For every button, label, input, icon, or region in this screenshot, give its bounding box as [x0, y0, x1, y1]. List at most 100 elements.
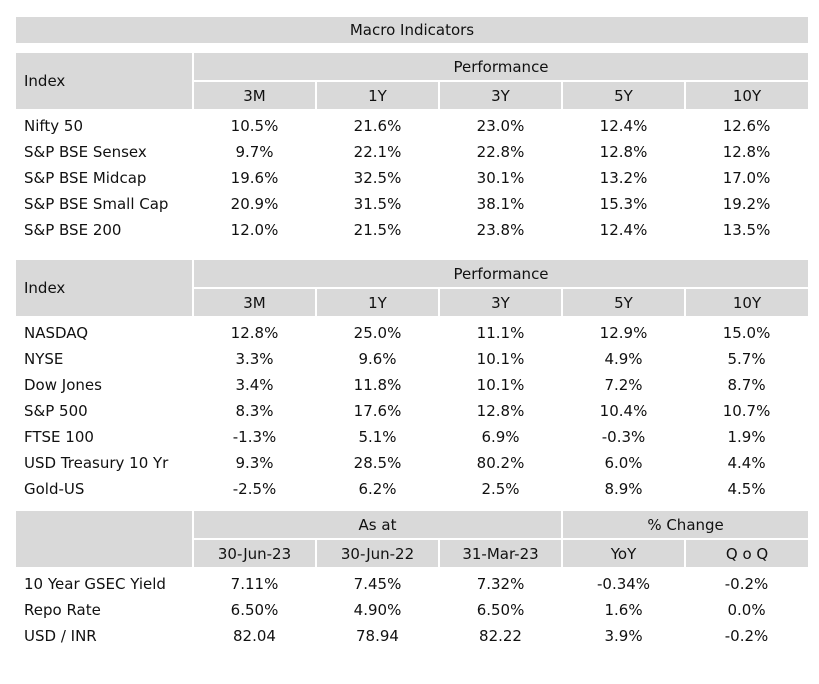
value-cell: 78.94	[356, 627, 399, 645]
table-row: S&P BSE Midcap 19.6% 32.5% 30.1% 13.2% 1…	[16, 165, 808, 191]
index-name: S&P BSE 200	[24, 221, 122, 239]
value-cell: 20.9%	[230, 195, 279, 213]
index-name: FTSE 100	[24, 428, 94, 446]
value-cell: -0.34%	[596, 575, 651, 593]
value-cell: 21.6%	[353, 117, 402, 135]
value-cell: 12.4%	[599, 221, 648, 239]
value-cell: 80.2%	[476, 454, 525, 472]
value-cell: 13.5%	[722, 221, 771, 239]
value-cell: 22.8%	[476, 143, 525, 161]
table-row: Repo Rate 6.50% 4.90% 6.50% 1.6% 0.0%	[16, 597, 808, 623]
value-cell: 12.8%	[476, 402, 525, 420]
value-cell: 1.9%	[727, 428, 766, 446]
value-cell: 12.6%	[722, 117, 771, 135]
column-header: 1Y	[315, 288, 439, 316]
table-row: NYSE 3.3% 9.6% 10.1% 4.9% 5.7%	[16, 346, 808, 372]
value-cell: 5.7%	[727, 350, 766, 368]
column-header: 10Y	[683, 288, 809, 316]
value-cell: 10.1%	[476, 376, 525, 394]
value-cell: 25.0%	[353, 324, 402, 342]
value-cell: 3.3%	[235, 350, 274, 368]
value-cell: 10.7%	[722, 402, 771, 420]
column-header: Q o Q	[684, 539, 809, 567]
asat-header: As at	[191, 511, 563, 540]
value-cell: 2.5%	[481, 480, 520, 498]
column-header: 30-Jun-23	[192, 539, 316, 567]
value-cell: 15.3%	[599, 195, 648, 213]
index-name: S&P BSE Sensex	[24, 143, 147, 161]
value-cell: 1.6%	[604, 601, 643, 619]
value-cell: 11.1%	[476, 324, 525, 342]
value-cell: 17.0%	[722, 169, 771, 187]
column-header: 1Y	[315, 81, 439, 109]
value-cell: 82.04	[233, 627, 276, 645]
table-row: USD Treasury 10 Yr 9.3% 28.5% 80.2% 6.0%…	[16, 450, 808, 476]
value-cell: 8.7%	[727, 376, 766, 394]
index-name: S&P BSE Small Cap	[24, 195, 169, 213]
value-cell: 11.8%	[353, 376, 402, 394]
value-cell: 19.6%	[230, 169, 279, 187]
global-header-sub: 3M 1Y 3Y 5Y 10Y	[16, 288, 809, 316]
global-header-top: Index Performance	[16, 260, 809, 316]
value-cell: 10.5%	[230, 117, 279, 135]
rates-header-top: As at % Change	[16, 511, 809, 567]
rates-header-sub: 30-Jun-23 30-Jun-22 31-Mar-23 YoY Q o Q	[16, 539, 809, 567]
indicator-name: Repo Rate	[24, 601, 101, 619]
value-cell: 9.6%	[358, 350, 397, 368]
value-cell: 32.5%	[353, 169, 402, 187]
value-cell: 13.2%	[599, 169, 648, 187]
rates-table: As at % Change 30-Jun-23 30-Jun-22 31-Ma…	[16, 511, 809, 649]
table-row: Dow Jones 3.4% 11.8% 10.1% 7.2% 8.7%	[16, 372, 808, 398]
domestic-performance-header: Performance	[191, 53, 809, 82]
table-row: S&P BSE 200 12.0% 21.5% 23.8% 12.4% 13.5…	[16, 217, 808, 243]
value-cell: 12.8%	[722, 143, 771, 161]
index-name: NYSE	[24, 350, 64, 368]
table-row: Gold-US -2.5% 6.2% 2.5% 8.9% 4.5%	[16, 476, 808, 502]
column-header: 3Y	[438, 288, 562, 316]
indicator-name: 10 Year GSEC Yield	[24, 575, 166, 593]
value-cell: 12.8%	[230, 324, 279, 342]
index-name: NASDAQ	[24, 324, 89, 342]
table-row: USD / INR 82.04 78.94 82.22 3.9% -0.2%	[16, 623, 808, 649]
table-row: FTSE 100 -1.3% 5.1% 6.9% -0.3% 1.9%	[16, 424, 808, 450]
value-cell: 10.1%	[476, 350, 525, 368]
value-cell: 6.2%	[358, 480, 397, 498]
value-cell: 7.32%	[476, 575, 525, 593]
table-row: S&P BSE Small Cap 20.9% 31.5% 38.1% 15.3…	[16, 191, 808, 217]
column-header: 5Y	[561, 288, 685, 316]
value-cell: 4.5%	[727, 480, 766, 498]
index-name: S&P 500	[24, 402, 88, 420]
value-cell: 9.3%	[235, 454, 274, 472]
value-cell: 21.5%	[353, 221, 402, 239]
indicator-name: USD / INR	[24, 627, 97, 645]
value-cell: -0.2%	[724, 575, 769, 593]
value-cell: 82.22	[479, 627, 522, 645]
value-cell: 4.9%	[604, 350, 643, 368]
index-name: Gold-US	[24, 480, 85, 498]
global-index-header: Index	[16, 260, 193, 316]
value-cell: 12.8%	[599, 143, 648, 161]
value-cell: 4.90%	[353, 601, 402, 619]
value-cell: 6.50%	[476, 601, 525, 619]
value-cell: 12.9%	[599, 324, 648, 342]
table-row: Nifty 50 10.5% 21.6% 23.0% 12.4% 12.6%	[16, 113, 808, 139]
value-cell: 12.4%	[599, 117, 648, 135]
global-performance-header: Performance	[191, 260, 809, 289]
value-cell: -0.2%	[724, 627, 769, 645]
value-cell: 0.0%	[727, 601, 766, 619]
value-cell: -0.3%	[601, 428, 646, 446]
value-cell: 12.0%	[230, 221, 279, 239]
value-cell: 6.0%	[604, 454, 643, 472]
global-indices-table: Index Performance 3M 1Y 3Y 5Y 10Y NASDAQ…	[16, 260, 809, 502]
value-cell: 7.11%	[230, 575, 279, 593]
value-cell: 15.0%	[722, 324, 771, 342]
index-name: Dow Jones	[24, 376, 102, 394]
value-cell: 8.9%	[604, 480, 643, 498]
value-cell: 7.45%	[353, 575, 402, 593]
table-row: S&P BSE Sensex 9.7% 22.1% 22.8% 12.8% 12…	[16, 139, 808, 165]
value-cell: 9.7%	[235, 143, 274, 161]
column-header: 10Y	[683, 81, 809, 109]
page-title: Macro Indicators	[16, 17, 808, 43]
value-cell: 38.1%	[476, 195, 525, 213]
value-cell: 31.5%	[353, 195, 402, 213]
